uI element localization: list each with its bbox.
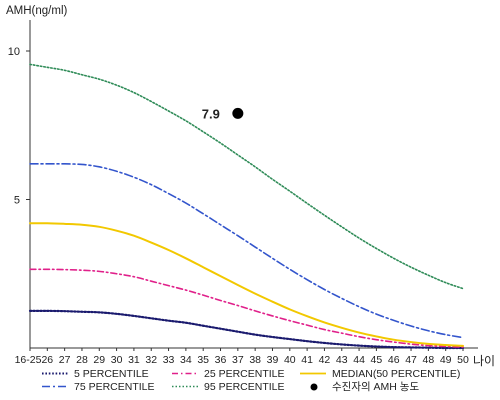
series-line-p5 <box>28 309 465 350</box>
chart-legend: 5 PERCENTILE 25 PERCENTILE MEDIAN(50 PERCE… <box>42 368 460 393</box>
x-tick-label: 32 <box>145 354 157 366</box>
chart-axes: AMH(ng/ml) 5 10 16-25 26 27 28 29 30 31 32 33 34 35 36… <box>6 5 495 368</box>
x-tick-label: 36 <box>215 354 227 366</box>
x-tick-label: 49 <box>440 354 452 366</box>
x-tick-label: 41 <box>301 354 313 366</box>
legend-label-median: MEDIAN(50 PERCENTILE) <box>332 368 460 380</box>
x-tick-label: 28 <box>76 354 88 366</box>
x-tick-label: 46 <box>388 354 400 366</box>
legend-item-marker: 수진자의 AMH 농도 <box>310 381 419 393</box>
series-line-p25 <box>29 268 464 348</box>
legend-label-p5: 5 PERCENTILE <box>74 368 149 380</box>
x-tick-label: 48 <box>423 354 435 366</box>
x-tick-label: 44 <box>353 354 365 366</box>
x-tick-label: 31 <box>128 354 140 366</box>
legend-label-p25: 25 PERCENTILE <box>204 368 285 380</box>
series-line-p95 <box>29 63 464 290</box>
legend-label-marker: 수진자의 AMH 농도 <box>332 381 419 393</box>
legend-label-p95: 95 PERCENTILE <box>204 381 285 393</box>
series-line-p75 <box>29 163 464 339</box>
x-tick-label: 38 <box>249 354 261 366</box>
x-tick-label: 45 <box>371 354 383 366</box>
patient-amh-value-label: 7.9 <box>202 106 220 121</box>
x-tick-label: 42 <box>319 354 331 366</box>
x-tick-label: 35 <box>197 354 209 366</box>
legend-item-p95: 95 PERCENTILE <box>172 381 285 393</box>
x-tick-label: 47 <box>405 354 417 366</box>
legend-item-p75: 75 PERCENTILE <box>42 381 155 393</box>
x-tick-label: 33 <box>163 354 175 366</box>
x-tick-label: 43 <box>336 354 348 366</box>
chart-marker: 7.9 <box>202 106 244 121</box>
legend-item-p25: 25 PERCENTILE <box>172 368 285 380</box>
y-axis-label: AMH(ng/ml) <box>6 5 68 17</box>
x-tick-label: 16-25 <box>15 354 42 366</box>
x-tick-label: 29 <box>93 354 105 366</box>
chart-series <box>28 63 465 350</box>
x-tick-label: 37 <box>232 354 244 366</box>
x-tick-label: 30 <box>111 354 123 366</box>
patient-amh-point <box>232 107 244 119</box>
legend-item-p5: 5 PERCENTILE <box>42 368 149 380</box>
x-tick-label: 39 <box>267 354 279 366</box>
x-tick-label: 26 <box>41 354 53 366</box>
x-tick-label: 34 <box>180 354 192 366</box>
legend-label-p75: 75 PERCENTILE <box>74 381 155 393</box>
legend-item-median: MEDIAN(50 PERCENTILE) <box>300 368 460 380</box>
y-tick-label: 5 <box>14 195 20 207</box>
y-tick-label: 10 <box>8 46 20 58</box>
x-tick-label: 40 <box>284 354 296 366</box>
legend-swatch-marker <box>310 383 318 391</box>
x-axis-label: 나이 <box>473 354 495 368</box>
x-tick-label: 50 <box>457 354 469 366</box>
x-tick-label: 27 <box>59 354 71 366</box>
series-line-median <box>29 222 464 347</box>
